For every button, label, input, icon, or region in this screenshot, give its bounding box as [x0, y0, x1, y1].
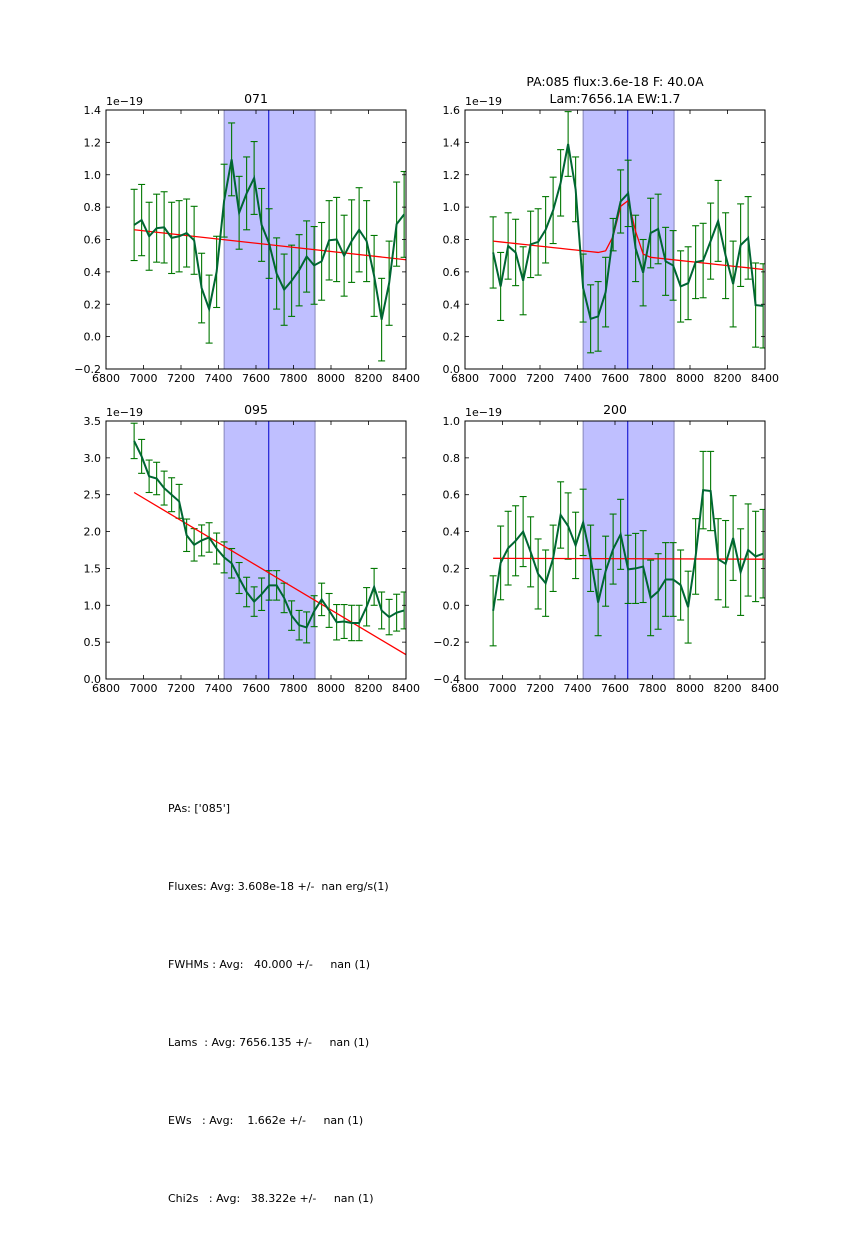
- x-tick-label: 7000: [489, 682, 517, 695]
- x-tick-label: 8000: [317, 682, 345, 695]
- x-tick-label: 8400: [392, 682, 420, 695]
- y-tick-label: 1.0: [84, 169, 102, 182]
- y-tick-label: 1.2: [443, 169, 461, 182]
- x-tick-label: 7600: [601, 372, 629, 385]
- y-tick-label: −0.4: [433, 673, 460, 686]
- x-tick-label: 8000: [676, 682, 704, 695]
- y-tick-label: 1.0: [443, 415, 461, 428]
- x-tick-label: 8400: [392, 372, 420, 385]
- summary-lams: Lams : Avg: 7656.135 +/- nan (1): [168, 1030, 389, 1056]
- y-tick-label: 0.0: [84, 673, 102, 686]
- chart-title: 200: [603, 402, 627, 417]
- y-tick-label: 3.5: [84, 415, 102, 428]
- y-offset-label: 1e−19: [465, 406, 502, 419]
- chart-title: Lam:7656.1A EW:1.7: [550, 91, 681, 106]
- x-tick-label: 7600: [601, 682, 629, 695]
- y-tick-label: 0.6: [84, 234, 102, 247]
- y-tick-label: 0.2: [443, 562, 461, 575]
- summary-chi2s: Chi2s : Avg: 38.322e +/- nan (1): [168, 1186, 389, 1212]
- summary-ews: EWs : Avg: 1.662e +/- nan (1): [168, 1108, 389, 1134]
- y-offset-label: 1e−19: [106, 406, 143, 419]
- y-offset-label: 1e−19: [465, 95, 502, 108]
- summary-fluxes: Fluxes: Avg: 3.608e-18 +/- nan erg/s(1): [168, 874, 389, 900]
- plot-area: [490, 110, 767, 369]
- x-tick-label: 8200: [355, 682, 383, 695]
- x-tick-label: 7800: [639, 372, 667, 385]
- y-tick-label: 0.0: [443, 599, 461, 612]
- y-tick-label: 0.4: [443, 298, 461, 311]
- y-tick-label: 3.0: [84, 452, 102, 465]
- y-tick-label: 0.0: [443, 363, 461, 376]
- y-tick-label: 0.4: [443, 526, 461, 539]
- summary-stats: PAs: ['085'] Fluxes: Avg: 3.608e-18 +/- …: [168, 744, 389, 1238]
- x-tick-label: 7600: [242, 372, 270, 385]
- y-tick-label: 0.2: [84, 298, 102, 311]
- chart-title: 095: [244, 402, 268, 417]
- y-tick-label: 1.6: [443, 104, 461, 117]
- x-tick-label: 7000: [130, 372, 158, 385]
- y-tick-label: 0.8: [443, 234, 461, 247]
- y-tick-label: −0.2: [433, 636, 460, 649]
- y-tick-label: −0.2: [74, 363, 101, 376]
- y-tick-label: 0.4: [84, 266, 102, 279]
- y-tick-label: 0.8: [443, 452, 461, 465]
- x-tick-label: 8400: [751, 372, 779, 385]
- chart-title: 071: [244, 91, 268, 106]
- plot-area: [490, 421, 767, 679]
- x-tick-label: 8200: [714, 682, 742, 695]
- x-tick-label: 7400: [564, 372, 592, 385]
- x-tick-label: 7200: [526, 372, 554, 385]
- plot-area: [131, 110, 408, 369]
- y-tick-label: 0.0: [84, 331, 102, 344]
- x-tick-label: 7000: [130, 682, 158, 695]
- x-tick-label: 7200: [167, 372, 195, 385]
- y-tick-label: 0.8: [84, 201, 102, 214]
- x-tick-label: 8200: [714, 372, 742, 385]
- y-tick-label: 1.5: [84, 562, 102, 575]
- chart-title: PA:085 flux:3.6e-18 F: 40.0A: [526, 74, 704, 89]
- x-tick-label: 7200: [167, 682, 195, 695]
- y-tick-label: 0.6: [443, 489, 461, 502]
- y-tick-label: 1.2: [84, 136, 102, 149]
- x-tick-label: 7400: [205, 372, 233, 385]
- summary-pas: PAs: ['085']: [168, 796, 389, 822]
- x-tick-label: 8000: [676, 372, 704, 385]
- x-tick-label: 7400: [205, 682, 233, 695]
- x-tick-label: 7400: [564, 682, 592, 695]
- x-tick-label: 7800: [639, 682, 667, 695]
- x-tick-label: 7000: [489, 372, 517, 385]
- y-tick-label: 1.4: [443, 136, 461, 149]
- y-offset-label: 1e−19: [106, 95, 143, 108]
- y-tick-label: 0.6: [443, 266, 461, 279]
- y-tick-label: 1.0: [443, 201, 461, 214]
- x-tick-label: 7800: [280, 372, 308, 385]
- y-tick-label: 0.5: [84, 636, 102, 649]
- summary-fwhms: FWHMs : Avg: 40.000 +/- nan (1): [168, 952, 389, 978]
- x-tick-label: 8200: [355, 372, 383, 385]
- y-tick-label: 1.0: [84, 599, 102, 612]
- x-tick-label: 8000: [317, 372, 345, 385]
- x-tick-label: 7600: [242, 682, 270, 695]
- x-tick-label: 8400: [751, 682, 779, 695]
- y-tick-label: 2.5: [84, 489, 102, 502]
- x-tick-label: 7800: [280, 682, 308, 695]
- x-tick-label: 7200: [526, 682, 554, 695]
- plot-area: [131, 421, 408, 679]
- y-tick-label: 0.2: [443, 331, 461, 344]
- y-tick-label: 2.0: [84, 526, 102, 539]
- y-tick-label: 1.4: [84, 104, 102, 117]
